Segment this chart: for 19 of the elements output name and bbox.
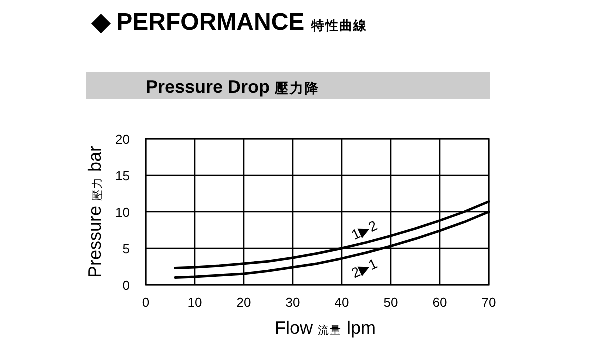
y-tick-label: 20 <box>116 132 130 147</box>
x-axis-title: Flow 流量 lpm <box>274 318 376 338</box>
x-tick-label: 70 <box>482 295 496 310</box>
y-tick-label: 15 <box>116 168 130 184</box>
chart-subtitle: Pressure Drop 壓力降 <box>146 77 320 97</box>
x-tick-label: 20 <box>236 295 252 310</box>
y-axis-title: Pressure 壓力 bar <box>85 146 105 278</box>
y-tick-label: 10 <box>116 205 130 220</box>
x-tick-label: 50 <box>384 295 398 310</box>
y-tick-label: 0 <box>122 278 130 293</box>
chart-title: ◆ PERFORMANCE 特性曲線 <box>91 9 368 36</box>
x-tick-label: 30 <box>286 295 300 310</box>
y-tick-label: 5 <box>122 242 130 256</box>
x-tick-label: 60 <box>432 295 448 310</box>
x-tick-label: 40 <box>334 295 350 310</box>
text: 2▶1 <box>348 255 380 282</box>
text: 1▶2 <box>348 217 380 243</box>
x-tick-label: 10 <box>188 295 202 310</box>
x-tick-label: 0 <box>142 295 150 310</box>
